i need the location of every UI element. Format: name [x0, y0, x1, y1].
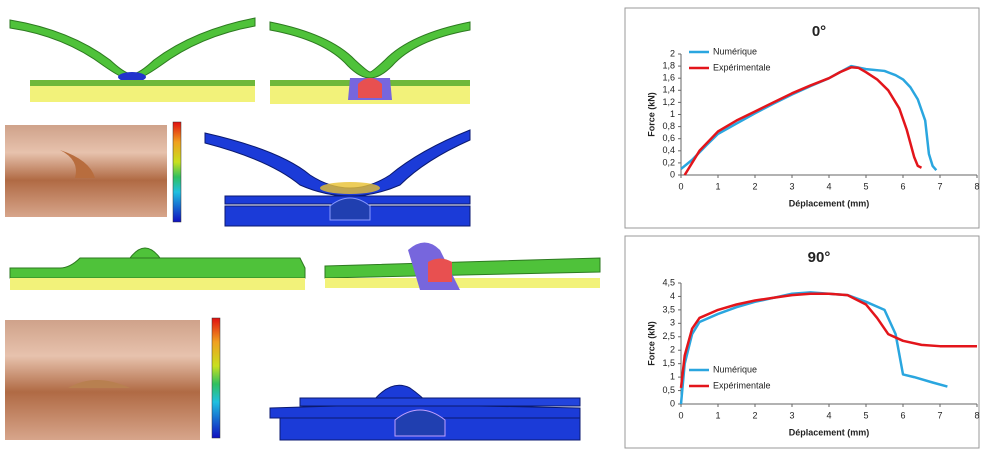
series-line	[683, 66, 923, 176]
legend-label: Numérique	[713, 46, 757, 56]
y-tick-label: 0	[670, 398, 675, 408]
y-tick-label: 1,8	[662, 60, 675, 70]
y-tick-label: 2,5	[662, 331, 675, 341]
x-axis-label: Déplacement (mm)	[789, 427, 870, 437]
x-tick-label: 3	[789, 410, 794, 420]
chart: 90° 0 0,5 1 1,5 2 2,5 3 3,5 4 4,5 0 1 2 3 4 5 6 7 8 Déplacem…	[624, 235, 980, 449]
y-tick-label: 3	[670, 318, 675, 328]
legend-label: Expérimentale	[713, 380, 771, 390]
x-tick-label: 5	[863, 410, 868, 420]
x-tick-label: 2	[752, 410, 757, 420]
y-tick-label: 1,6	[662, 73, 675, 83]
y-tick-label: 0	[670, 169, 675, 179]
series-line	[679, 292, 977, 389]
y-tick-label: 2	[670, 48, 675, 58]
x-tick-label: 3	[789, 181, 794, 191]
y-tick-label: 1,5	[662, 358, 675, 368]
chart-title: 0°	[812, 23, 826, 40]
y-tick-label: 2	[670, 345, 675, 355]
x-tick-label: 2	[752, 181, 757, 191]
y-tick-label: 0,5	[662, 385, 675, 395]
x-axis-label: Déplacement (mm)	[789, 198, 870, 208]
series-line	[679, 291, 948, 405]
y-tick-label: 4,5	[662, 277, 675, 287]
x-tick-label: 8	[974, 181, 979, 191]
chart-frame	[624, 7, 980, 229]
y-axis-label: Force (kN)	[646, 92, 656, 137]
x-tick-label: 6	[900, 410, 905, 420]
chart: 0° 0 0,2 0,4 0,6 0,8 1 1,2 1,4 1,6 1,8 2 0 1 2 3 4 5 6 7 8 Dé…	[624, 7, 980, 229]
chart-title: 90°	[808, 249, 831, 266]
legend-label: Numérique	[713, 364, 757, 374]
y-tick-label: 0,2	[662, 157, 675, 167]
y-tick-label: 1,4	[662, 85, 675, 95]
x-tick-label: 1	[715, 410, 720, 420]
y-tick-label: 1	[670, 109, 675, 119]
y-tick-label: 1,2	[662, 97, 675, 107]
y-tick-label: 0,8	[662, 121, 675, 131]
x-tick-label: 5	[863, 181, 868, 191]
x-tick-label: 0	[678, 410, 683, 420]
x-tick-label: 7	[937, 410, 942, 420]
y-tick-label: 0,6	[662, 133, 675, 143]
simulation-images	[5, 17, 601, 441]
y-tick-label: 0,4	[662, 145, 675, 155]
chart-frame	[624, 235, 980, 449]
y-tick-label: 4	[670, 291, 675, 301]
x-tick-label: 6	[900, 181, 905, 191]
x-tick-label: 1	[715, 181, 720, 191]
legend-label: Expérimentale	[713, 62, 771, 72]
x-tick-label: 7	[937, 181, 942, 191]
x-tick-label: 8	[974, 410, 979, 420]
x-tick-label: 4	[826, 181, 831, 191]
x-tick-label: 0	[678, 181, 683, 191]
x-tick-label: 4	[826, 410, 831, 420]
y-axis-label: Force (kN)	[646, 321, 656, 366]
y-tick-label: 1	[670, 371, 675, 381]
y-tick-label: 3,5	[662, 304, 675, 314]
